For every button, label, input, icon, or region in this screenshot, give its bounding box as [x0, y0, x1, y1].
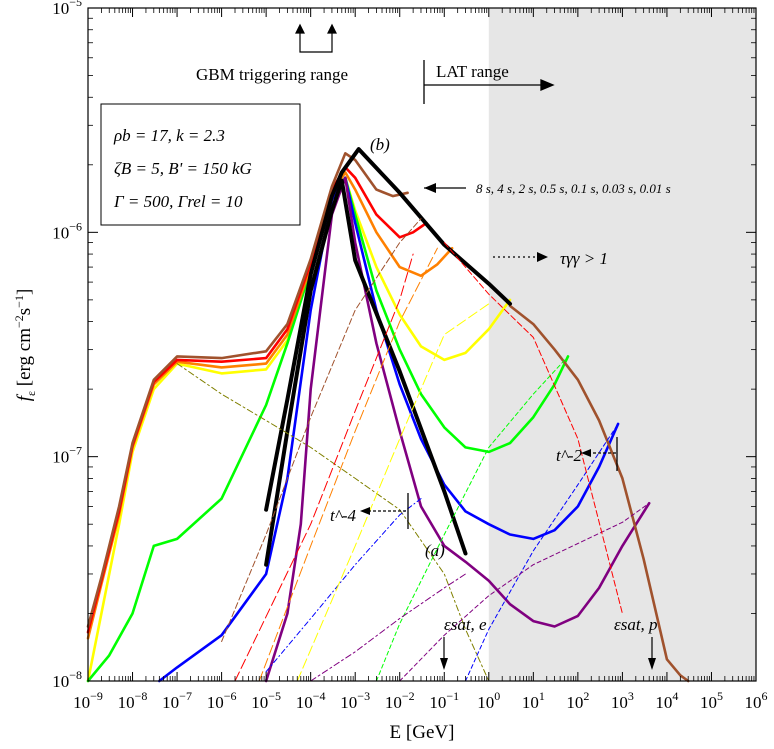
lat-label: LAT range: [436, 62, 509, 81]
x-tick-label: 10−2: [385, 689, 415, 712]
y-tick-label: 10−6: [52, 219, 82, 242]
eps-sat-e-label: εsat, e: [444, 615, 487, 634]
x-tick-label: 10−9: [73, 689, 103, 712]
tau-arrow: [493, 252, 548, 262]
y-tick-label: 10−5: [52, 0, 82, 18]
series-curve-20: [443, 242, 623, 614]
ticks-layer: [87, 7, 757, 682]
x-tick-label: 101: [522, 689, 545, 712]
eps-sat-e-arrow: [440, 637, 448, 670]
label-a: (a): [425, 541, 445, 560]
x-tick-label: 105: [700, 689, 723, 712]
series-curve-12: [234, 253, 414, 682]
params-line-2: ζB = 5, B' = 150 kG: [114, 159, 252, 178]
plot-frame: [87, 7, 757, 682]
series-curve-16: [465, 423, 619, 682]
times-label: 8 s, 4 s, 2 s, 0.5 s, 0.1 s, 0.03 s, 0.0…: [476, 181, 671, 196]
y-tick-label: 10−7: [52, 444, 82, 467]
t-minus2-marker: [581, 437, 618, 471]
x-tick-label: 104: [655, 689, 678, 712]
x-tick-label: 10−1: [429, 689, 459, 712]
y-tick-label: 10−8: [52, 668, 82, 691]
series-curve-13: [258, 247, 438, 682]
series-curve-9: [264, 147, 512, 512]
label-b: (b): [370, 135, 390, 154]
series-curve-10: [176, 363, 490, 682]
series-curve-4: [86, 171, 454, 640]
x-tick-label: 10−3: [340, 689, 370, 712]
x-axis-title: E [GeV]: [390, 722, 455, 743]
series-curve-14: [296, 303, 490, 682]
params-box: ρb = 17, k = 2.3 ζB = 5, B' = 150 kG Γ =…: [100, 103, 301, 226]
x-tick-label: 10−4: [296, 689, 326, 712]
times-arrow: [424, 183, 466, 193]
series-curve-5: [86, 166, 428, 634]
x-tick-label: 103: [611, 689, 634, 712]
series-curve-17: [399, 502, 650, 682]
y-tick-labels: 10−8 10−7 10−6 10−5: [52, 0, 82, 691]
t-minus4-label: t^-4: [330, 506, 357, 525]
eps-sat-p-label: εsat, p: [614, 615, 658, 634]
series-curve-19: [221, 218, 422, 642]
eps-sat-p-arrow: [648, 637, 656, 670]
series-curve-7: [508, 304, 690, 683]
t-minus2-label: t^-2: [556, 446, 583, 465]
series-curve-15: [375, 355, 569, 682]
t-minus4-marker: [360, 493, 409, 529]
x-tick-label: 10−7: [162, 689, 192, 712]
gbm-annotation: [295, 23, 337, 53]
series-curve-18: [310, 573, 466, 682]
x-tick-label: 10−8: [118, 689, 148, 712]
lat-arrow: [423, 60, 555, 104]
x-tick-labels: 10−9 10−8 10−7 10−6 10−5 10−4 10−3 10−2 10−1 100 1…: [73, 689, 767, 712]
params-line-1: ρb = 17, k = 2.3: [113, 126, 225, 145]
x-tick-label: 10−5: [251, 689, 281, 712]
y-axis-title: fε [erg cm−2s−1]: [12, 289, 38, 402]
lat-shaded-region: [488, 8, 756, 681]
gbm-label: GBM triggering range: [196, 65, 348, 84]
series-curve-3: [264, 176, 651, 683]
params-line-3: Γ = 500, Γrel = 10: [113, 192, 243, 211]
x-tick-label: 106: [745, 689, 768, 712]
series-layer: [86, 147, 690, 683]
x-tick-label: 102: [566, 689, 589, 712]
series-curve-2: [158, 176, 620, 683]
series-curve-8: [264, 178, 468, 567]
x-tick-label: 100: [477, 689, 500, 712]
series-curve-6: [86, 152, 409, 628]
x-tick-label: 10−6: [207, 689, 237, 712]
tau-label: τγγ > 1: [560, 249, 608, 268]
